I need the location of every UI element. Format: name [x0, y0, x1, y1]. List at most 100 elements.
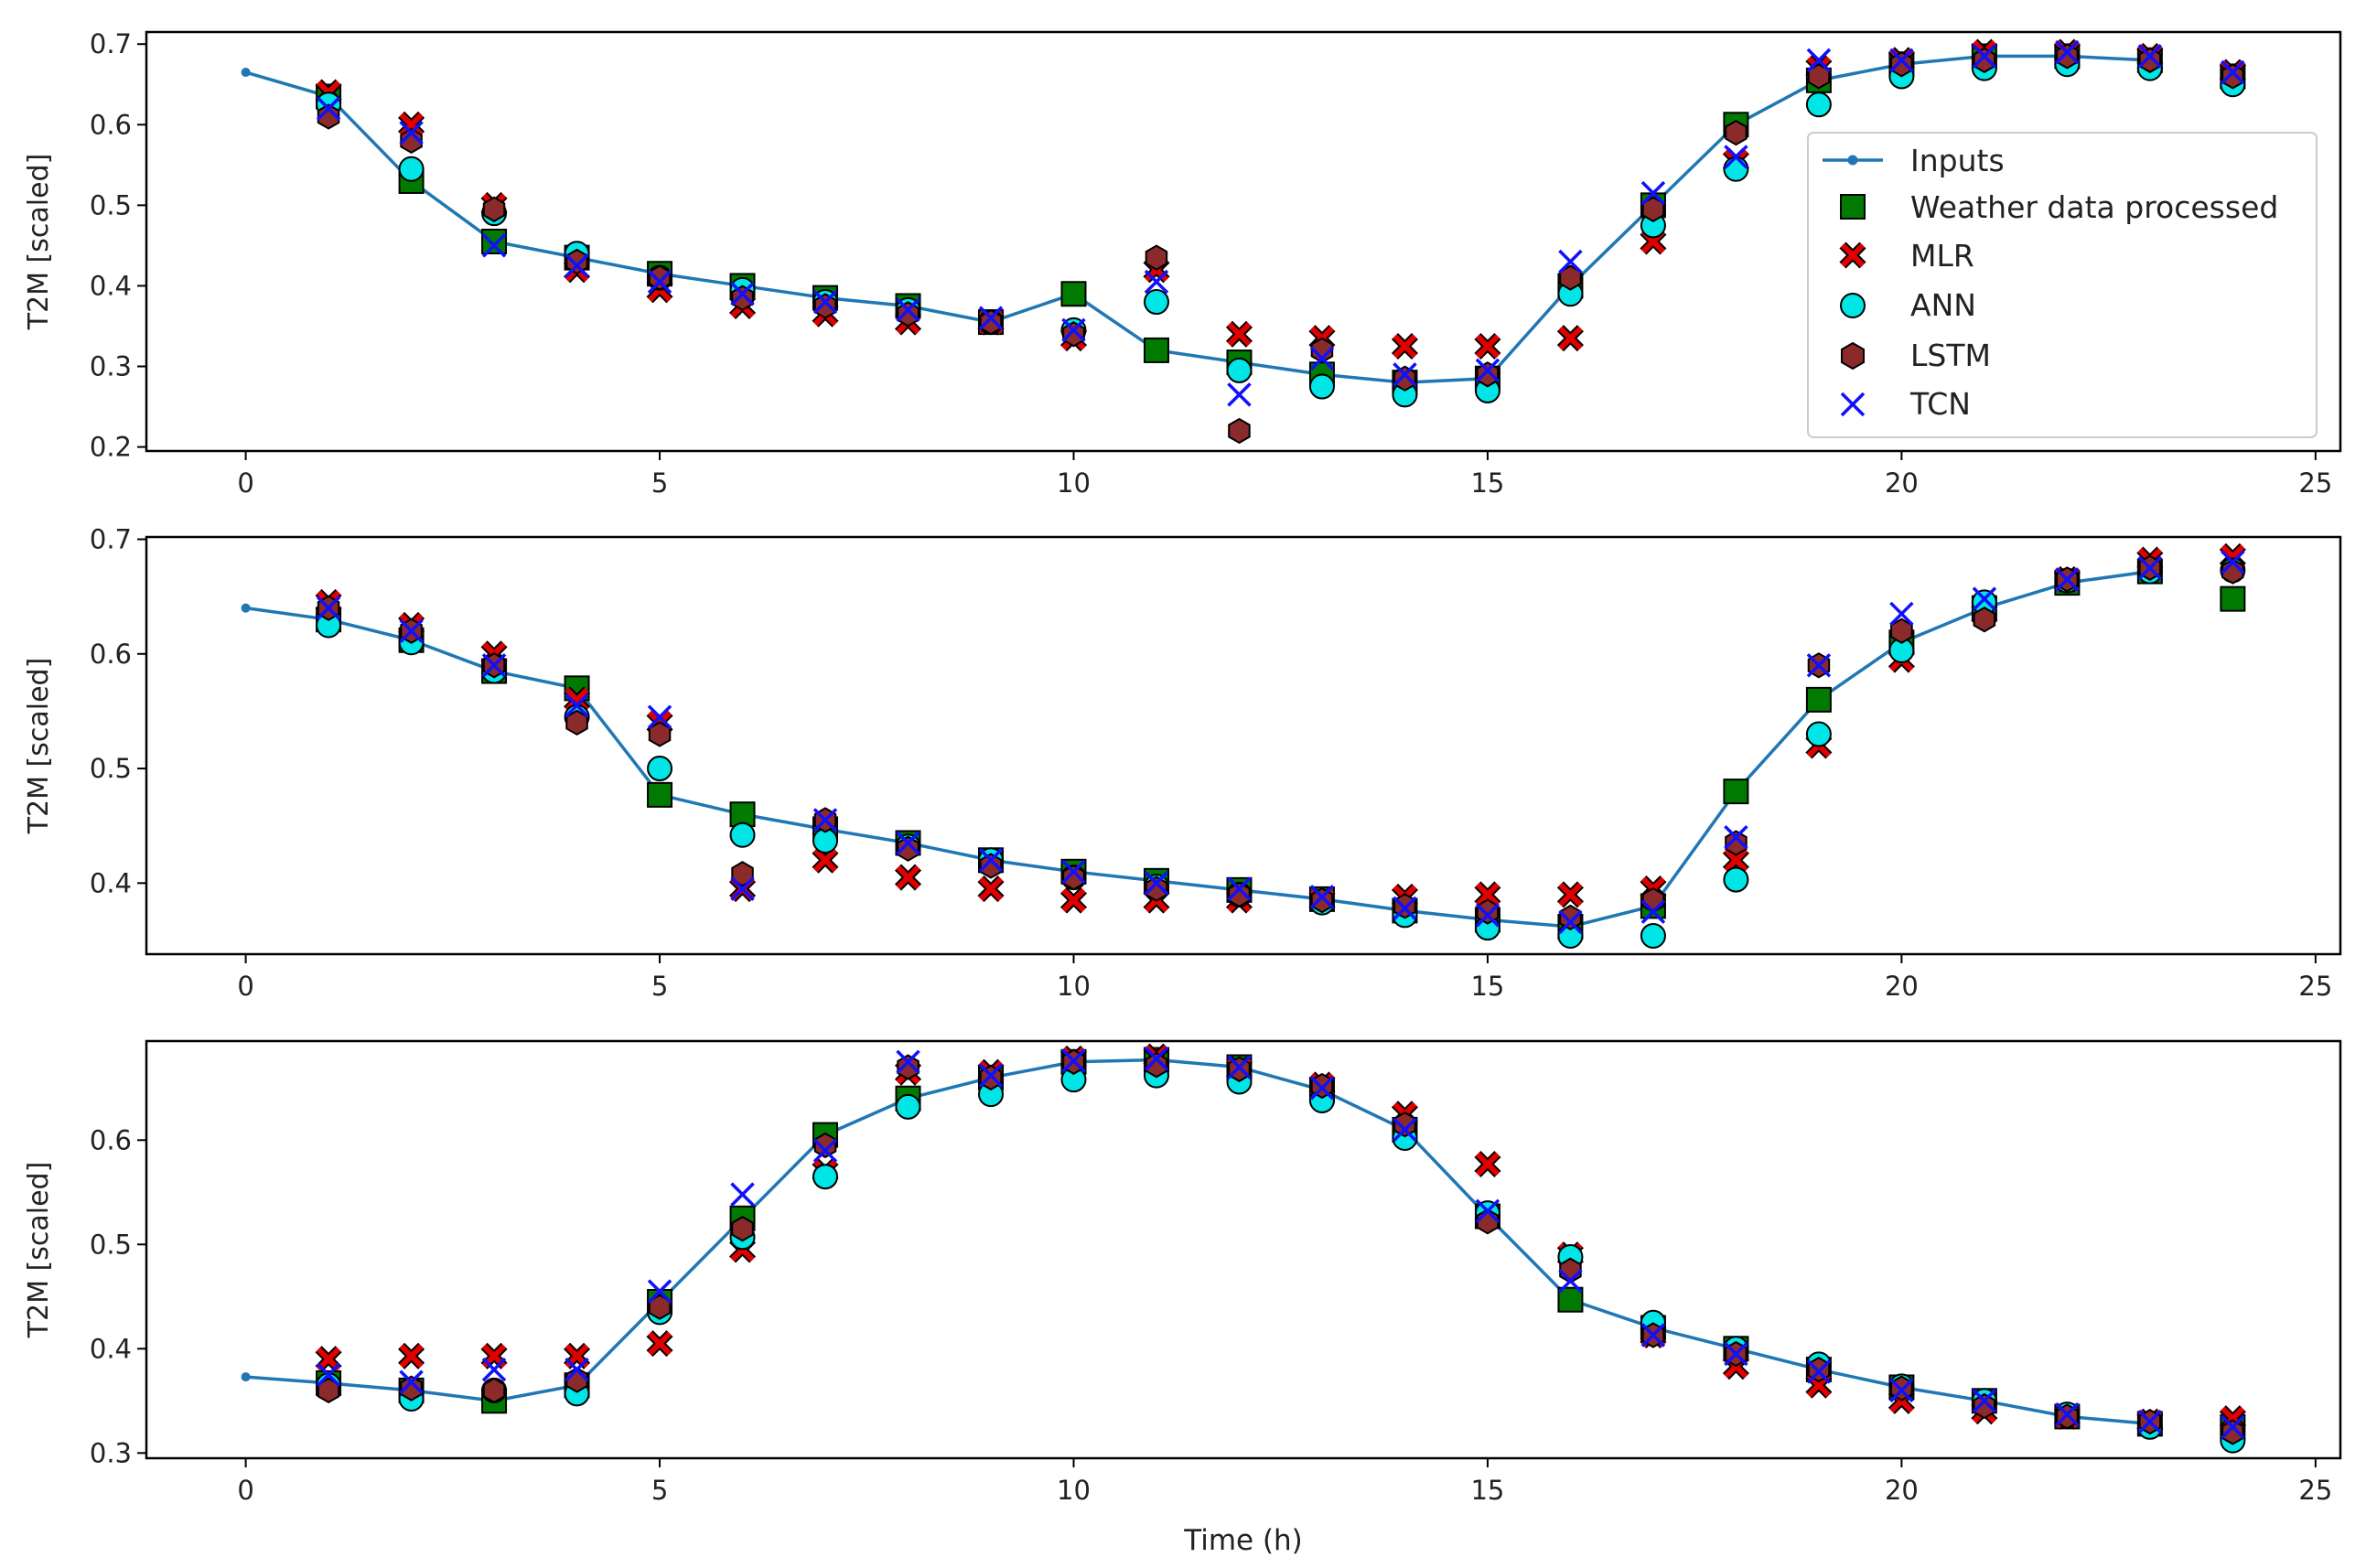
x-axis-label: Time (h) — [1183, 1524, 1303, 1557]
ann-point — [1723, 156, 1749, 182]
tcn-point — [1144, 269, 1169, 295]
tcn-point — [399, 618, 424, 643]
tcn-point — [2055, 567, 2080, 592]
tcn-point — [2055, 39, 2080, 65]
tcn-point — [2221, 550, 2245, 575]
ann-point — [1308, 373, 1335, 400]
y-axis-label: T2M [scaled] — [23, 658, 55, 835]
legend-label-inputs: Inputs — [1910, 143, 2005, 178]
lstm-point — [1145, 875, 1168, 902]
lstm-point — [1725, 119, 1748, 146]
tcn-point — [896, 831, 920, 855]
x-tick-label: 15 — [1470, 1475, 1504, 1506]
ann-point — [729, 822, 756, 848]
inputs-line — [245, 569, 2151, 929]
tcn-point — [1724, 145, 1748, 169]
y-axis-label: T2M [scaled] — [23, 1162, 55, 1339]
tcn-point — [1724, 1341, 1748, 1367]
lstm-point — [565, 248, 588, 275]
lstm-point — [731, 285, 754, 311]
lstm-point — [1228, 417, 1251, 445]
ann-point — [1226, 357, 1253, 383]
mlr-point — [1722, 846, 1749, 874]
lstm-point — [979, 853, 1003, 879]
legend-box — [1807, 132, 2318, 438]
panels: 0.2 0.3 0.4 0.5 0.6 0.7 0 5 10 15 20 25 T2M [scaled]… — [23, 28, 2342, 1557]
label-point — [1060, 281, 1087, 307]
label-point — [1723, 779, 1749, 805]
legend-entry-labels: Weather data processed — [1840, 189, 2278, 225]
label-point — [1557, 1286, 1584, 1313]
lstm-point — [1062, 321, 1085, 348]
inputs-line — [245, 1058, 2151, 1426]
tcn-point — [399, 120, 424, 145]
lstm-point — [2221, 1419, 2244, 1445]
mlr-point — [1059, 886, 1088, 914]
lstm-point — [2138, 47, 2162, 73]
mlr-point — [646, 1330, 673, 1358]
legend-entry-inputs: Inputs — [1823, 143, 2005, 178]
tcn-point — [1393, 1117, 1417, 1143]
ann-point — [1805, 721, 1832, 747]
tcn-point — [565, 1357, 589, 1382]
tcn-point — [730, 282, 755, 306]
x-tick-label: 25 — [2298, 467, 2332, 499]
label-point — [2220, 585, 2246, 612]
y-tick-label: 0.5 — [90, 1229, 132, 1260]
tcn-point — [1558, 1268, 1583, 1294]
x-tick-label: 5 — [651, 467, 668, 499]
x-tick-label: 0 — [237, 467, 253, 499]
legend-label-tcn: TCN — [1909, 386, 1971, 422]
lstm-point — [482, 196, 506, 222]
tcn-point — [2221, 59, 2245, 85]
tcn-point — [1227, 876, 1252, 901]
legend-label-mlr: MLR — [1910, 238, 1974, 274]
tcn-point — [481, 233, 507, 258]
legend-label-weather-data-processed: Weather data processed — [1910, 189, 2278, 225]
lstm-point — [1145, 1052, 1168, 1079]
lstm-point — [1145, 244, 1168, 271]
tcn-point — [1227, 382, 1252, 407]
inputs-line — [245, 54, 2150, 384]
lstm-point — [400, 127, 423, 155]
lstm-point — [1641, 886, 1665, 914]
tcn-point — [1972, 44, 1997, 69]
x-tick-label: 20 — [1885, 467, 1919, 499]
mlr-point — [977, 875, 1005, 903]
y-tick-label: 0.3 — [90, 1437, 132, 1468]
tcn-point — [1640, 180, 1666, 206]
tcn-point — [316, 96, 341, 121]
lstm-point — [1890, 51, 1913, 78]
lstm-point — [1973, 47, 1996, 73]
y-tick-label: 0.5 — [90, 753, 132, 784]
tcn-point — [1475, 903, 1500, 928]
lstm-point — [813, 293, 837, 319]
ann-point — [647, 756, 673, 782]
tcn-point — [978, 848, 1004, 873]
lstm-point — [897, 301, 920, 328]
tcn-point — [978, 306, 1004, 330]
legend-label-ann: ANN — [1910, 287, 1976, 323]
lstm-point — [897, 835, 920, 862]
lstm-point — [400, 1375, 423, 1402]
lstm-point — [1310, 337, 1334, 364]
mlr-point — [1391, 332, 1418, 360]
ann-point — [1723, 866, 1749, 893]
ann-point — [1640, 922, 1666, 949]
tcn-point — [1227, 1055, 1252, 1079]
ann-point — [1143, 289, 1169, 316]
y-tick-label: 0.2 — [90, 432, 132, 463]
plot-frame — [145, 1039, 2342, 1460]
tcn-point — [730, 1182, 755, 1207]
legend: Inputs Weather data processed MLR ANN LS… — [1807, 132, 2318, 438]
legend-entry-ann: ANN — [1840, 287, 1976, 323]
tcn-point — [1889, 601, 1914, 627]
label-point — [1805, 686, 1832, 713]
y-axis-label: T2M [scaled] — [23, 154, 55, 331]
tcn-point — [1558, 249, 1583, 274]
legend-labels-marker — [1840, 194, 1866, 220]
tcn-point — [1640, 899, 1666, 924]
mlr-point — [1556, 881, 1584, 908]
x-tick-label: 15 — [1470, 467, 1504, 499]
